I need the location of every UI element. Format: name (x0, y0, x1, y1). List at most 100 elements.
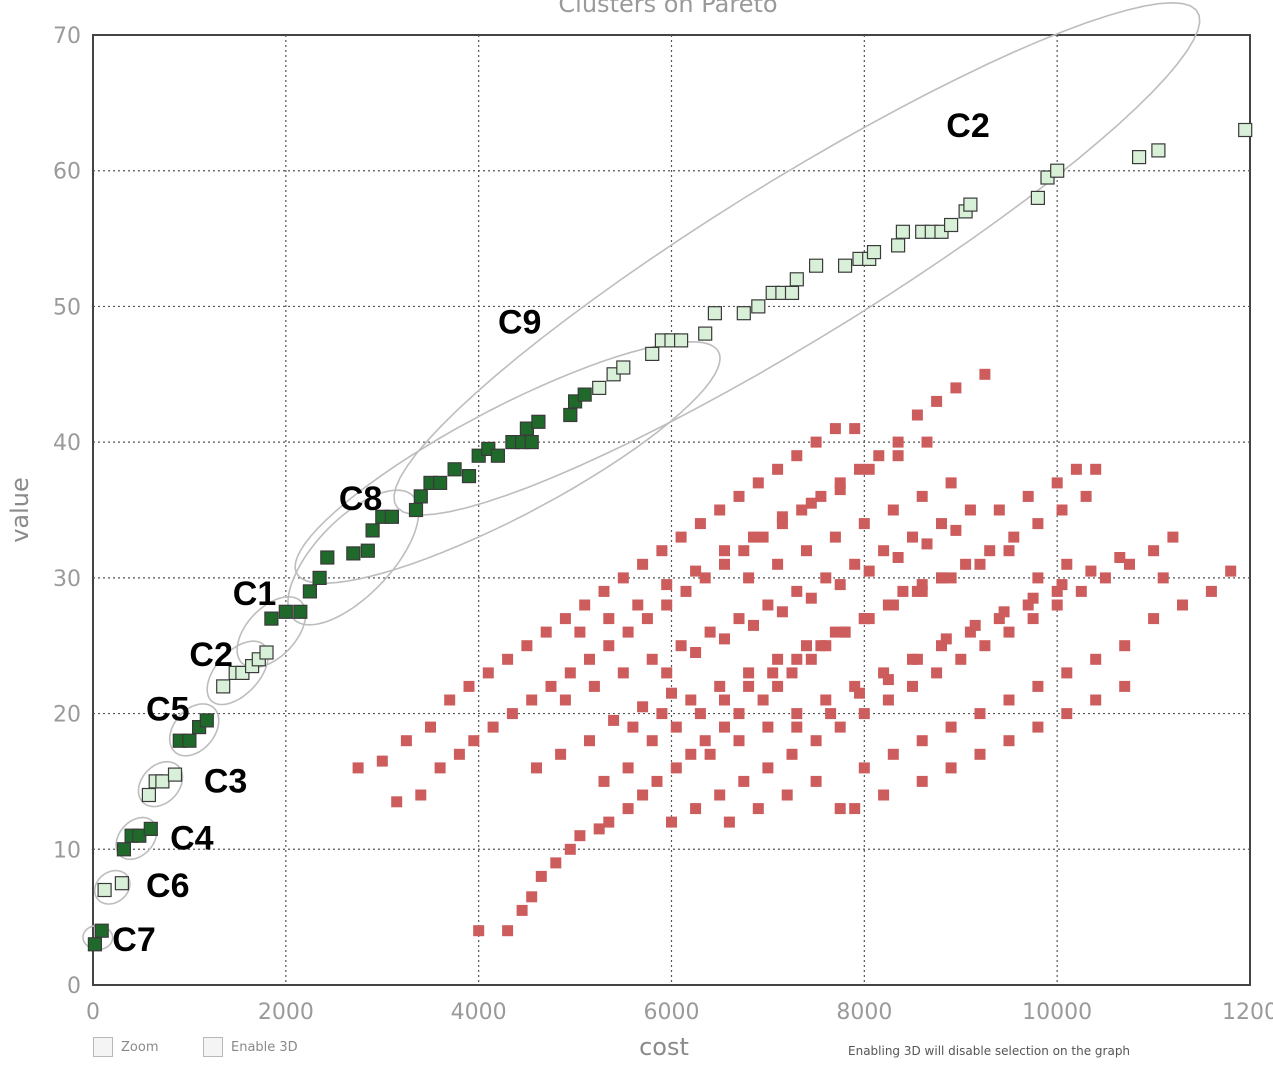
data-point (974, 558, 986, 570)
data-point (719, 633, 730, 645)
data-point (945, 762, 957, 774)
cluster-ellipse-c8 (287, 489, 420, 626)
data-point (114, 876, 130, 891)
data-point (950, 382, 962, 394)
data-point (608, 714, 620, 726)
data-point (776, 606, 788, 618)
data-point (680, 585, 692, 597)
data-point (574, 626, 586, 638)
data-point (723, 816, 735, 828)
data-point (743, 572, 755, 584)
data-point (603, 640, 615, 652)
data-point (1003, 694, 1015, 706)
data-point (1124, 558, 1135, 570)
data-point (863, 565, 875, 577)
cluster-label: C7 (112, 921, 155, 959)
cluster-label: C5 (146, 690, 189, 728)
data-point (849, 423, 861, 435)
data-point (892, 552, 904, 563)
data-point (1114, 552, 1126, 563)
data-point (738, 775, 750, 787)
data-point (979, 368, 991, 380)
enable-3d-checkbox[interactable] (203, 1037, 223, 1057)
data-point (143, 821, 158, 837)
x-axis-label: cost (639, 1033, 689, 1061)
data-point (444, 694, 456, 706)
data-point (447, 462, 462, 477)
data-point (916, 735, 928, 747)
data-point (1119, 680, 1131, 692)
cluster-ellipse-c2 (206, 640, 269, 706)
data-point (1238, 122, 1253, 138)
data-point (641, 613, 653, 625)
data-point (425, 721, 436, 733)
x-tick-label: 10000 (1022, 1000, 1092, 1025)
data-point (627, 721, 639, 733)
data-point (829, 423, 841, 435)
data-point (1027, 592, 1039, 604)
data-point (1090, 653, 1102, 665)
tick-labels: 0 2000 4000 6000 8000 10000 120001020304050607… (53, 24, 1273, 1025)
data-point (719, 721, 730, 733)
data-point (1148, 613, 1160, 625)
data-point (699, 735, 711, 747)
data-point (834, 803, 846, 815)
data-point (801, 640, 812, 652)
data-point (563, 407, 578, 423)
data-point (810, 735, 822, 747)
data-point (921, 436, 933, 448)
data-point (993, 504, 1005, 516)
data-point (834, 484, 846, 496)
data-point (312, 570, 327, 586)
data-point (719, 558, 730, 570)
data-point (1051, 599, 1063, 611)
data-point (719, 694, 730, 706)
data-point (714, 504, 726, 516)
data-point (762, 762, 774, 774)
data-point (559, 694, 571, 706)
y-axis-label: value (6, 477, 34, 543)
data-point (1061, 708, 1073, 720)
data-point (1003, 545, 1015, 557)
data-point (820, 572, 832, 584)
data-point (413, 489, 428, 504)
data-point (199, 713, 214, 728)
data-point (598, 775, 610, 787)
data-point (637, 789, 649, 801)
data-point (603, 613, 615, 625)
data-point (434, 762, 446, 774)
data-points (87, 122, 1253, 952)
data-point (748, 619, 759, 631)
data-point (916, 579, 928, 591)
data-point (931, 395, 943, 407)
data-point (963, 197, 978, 212)
data-point (376, 755, 388, 767)
data-point (849, 803, 861, 815)
data-point (834, 477, 846, 489)
data-point (473, 925, 485, 937)
enable-3d-control[interactable]: Enable 3D (203, 1036, 298, 1058)
data-point (733, 490, 745, 502)
zoom-checkbox[interactable] (93, 1037, 113, 1057)
data-point (825, 708, 837, 720)
data-point (502, 653, 514, 665)
data-point (805, 592, 817, 604)
data-point (1003, 735, 1015, 747)
data-point (598, 585, 610, 597)
data-point (781, 789, 793, 801)
data-point (656, 545, 668, 557)
data-point (873, 450, 885, 462)
enable-3d-hint: Enabling 3D will disable selection on th… (848, 1044, 1131, 1058)
data-point (259, 645, 274, 660)
data-point (719, 545, 730, 557)
data-point (690, 803, 702, 815)
data-point (579, 599, 591, 611)
zoom-control[interactable]: Zoom (93, 1036, 158, 1058)
data-point (1050, 163, 1065, 178)
data-point (675, 640, 687, 652)
data-point (1008, 531, 1020, 543)
data-point (892, 436, 904, 448)
data-point (921, 538, 933, 550)
data-point (384, 509, 399, 524)
data-point (1032, 572, 1044, 584)
